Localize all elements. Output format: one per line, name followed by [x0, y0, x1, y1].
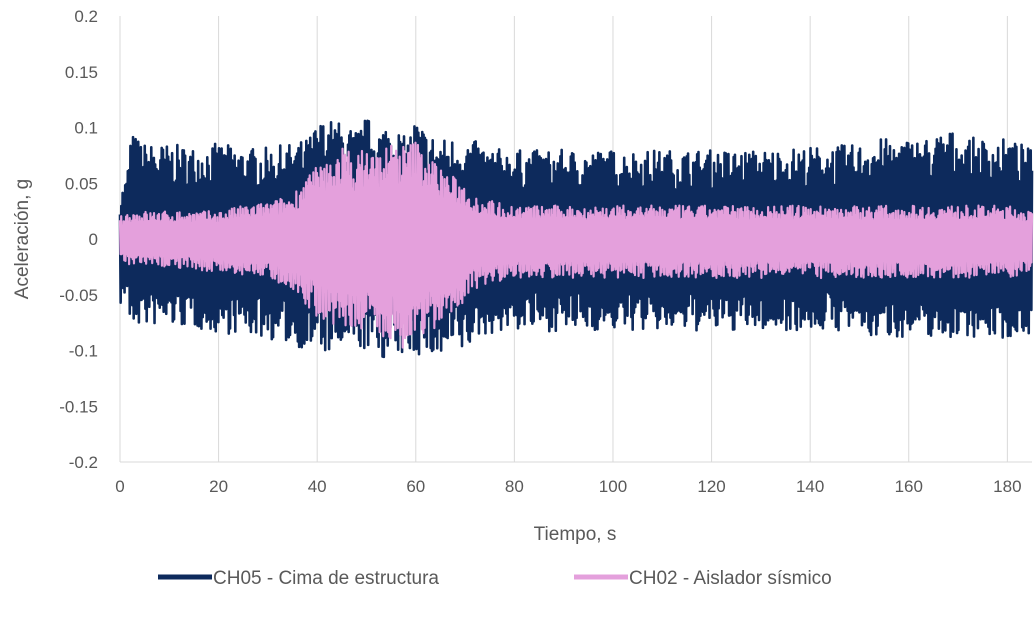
legend-label-ch05: CH05 - Cima de estructura — [213, 568, 439, 589]
x-tick-label: 60 — [406, 477, 425, 496]
x-tick-label: 140 — [796, 477, 824, 496]
x-tick-label: 40 — [308, 477, 327, 496]
legend-label-ch02: CH02 - Aislador sísmico — [629, 568, 832, 589]
x-tick-label: 0 — [115, 477, 124, 496]
y-tick-label: -0.15 — [59, 397, 98, 416]
y-tick-label: 0.15 — [65, 63, 98, 82]
y-tick-label: 0.2 — [74, 7, 98, 26]
legend: CH05 - Cima de estructura CH02 - Aislado… — [158, 568, 832, 589]
y-tick-label: 0.1 — [74, 119, 98, 138]
y-tick-label: -0.05 — [59, 286, 98, 305]
x-tick-labels: 0 20 40 60 80 100 120 140 160 180 — [115, 477, 1021, 496]
y-axis-label: Aceleración, g — [12, 179, 33, 299]
y-tick-label: -0.2 — [69, 453, 98, 472]
y-tick-label: 0.05 — [65, 174, 98, 193]
x-tick-label: 20 — [209, 477, 228, 496]
plot-area — [118, 119, 1034, 359]
x-tick-label: 160 — [895, 477, 923, 496]
y-tick-label: -0.1 — [69, 342, 98, 361]
y-tick-label: 0 — [89, 230, 98, 249]
series-line-ch02 — [118, 141, 1034, 349]
x-axis-label: Tiempo, s — [534, 524, 617, 545]
x-tick-label: 120 — [697, 477, 725, 496]
x-tick-label: 180 — [993, 477, 1021, 496]
x-tick-label: 80 — [505, 477, 524, 496]
y-tick-labels: 0.2 0.15 0.1 0.05 0 -0.05 -0.1 -0.15 -0.2 — [59, 7, 98, 472]
x-tick-label: 100 — [599, 477, 627, 496]
